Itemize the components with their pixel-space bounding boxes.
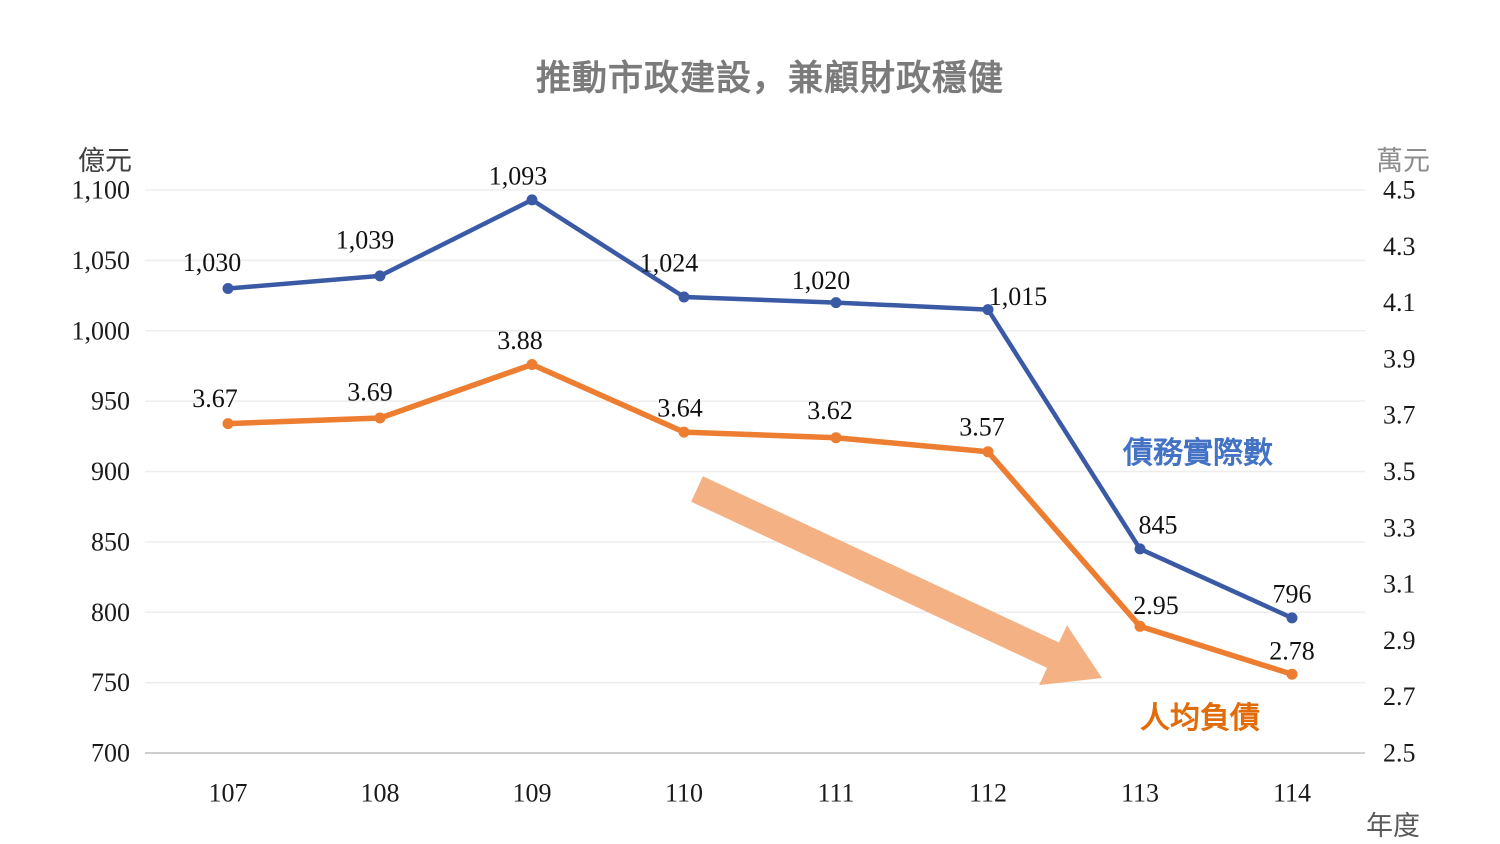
- trend-arrow: [691, 476, 1102, 686]
- x-axis-tick-label: 113: [1121, 779, 1159, 808]
- per-capita-debt-data-label: 2.95: [1133, 591, 1179, 620]
- left-axis-tick-label: 700: [91, 739, 130, 768]
- right-axis-tick-label: 4.5: [1383, 176, 1416, 205]
- per-capita-debt-data-label: 2.78: [1269, 637, 1315, 666]
- per-capita-debt-line: [225, 361, 1295, 677]
- right-axis-tick-label: 2.5: [1383, 739, 1416, 768]
- right-axis-unit-label: 萬元: [1376, 146, 1430, 176]
- right-axis-tick-label: 3.9: [1383, 344, 1416, 373]
- debt-point: [1286, 612, 1298, 624]
- series-label-per-capita-debt: 人均負債: [1140, 702, 1260, 735]
- x-axis-unit-label: 年度: [1366, 811, 1420, 841]
- x-axis-tick-label: 110: [665, 779, 703, 808]
- per-capita-debt-point: [1286, 668, 1298, 680]
- right-axis-tick-label: 4.3: [1383, 232, 1416, 261]
- x-axis-tick-label: 112: [969, 779, 1007, 808]
- per-capita-debt-point: [678, 426, 690, 438]
- debt-point: [526, 194, 538, 206]
- left-axis-tick-label: 900: [91, 457, 130, 486]
- x-axis-tick-label: 107: [209, 779, 248, 808]
- debt-data-label: 1,015: [989, 282, 1048, 311]
- per-capita-debt-point: [374, 412, 386, 424]
- debt-data-label: 1,020: [792, 266, 851, 295]
- per-capita-debt-data-label: 3.69: [347, 378, 393, 407]
- per-capita-debt-point: [526, 359, 538, 370]
- debt-data-label: 1,039: [336, 225, 395, 254]
- right-axis-tick-label: 3.3: [1383, 513, 1416, 542]
- series-label-debt: 債務實際數: [1123, 437, 1273, 470]
- per-capita-debt-point: [1134, 620, 1146, 632]
- left-axis-tick-label: 950: [91, 387, 130, 416]
- per-capita-debt-data-label: 3.64: [657, 394, 703, 423]
- per-capita-debt-point: [830, 432, 842, 444]
- x-axis-tick-label: 109: [513, 779, 552, 808]
- per-capita-debt-data-label: 3.62: [807, 396, 853, 425]
- left-axis-tick-label: 1,100: [72, 176, 131, 205]
- per-capita-debt-point: [982, 446, 994, 458]
- left-axis-tick-label: 1,000: [72, 316, 131, 345]
- debt-data-label: 796: [1273, 579, 1312, 608]
- right-axis-tick-label: 2.9: [1383, 626, 1416, 655]
- right-axis-tick-label: 3.5: [1383, 457, 1416, 486]
- debt-data-label: 1,093: [489, 161, 548, 190]
- left-axis-tick-label: 850: [91, 527, 130, 556]
- x-axis-tick-label: 108: [361, 779, 400, 808]
- debt-point: [830, 297, 842, 309]
- debt-data-label: 1,030: [183, 248, 242, 277]
- chart-title: 推動市政建設，兼顧財政穩健: [535, 59, 1004, 98]
- left-axis-unit-label: 億元: [78, 146, 132, 176]
- left-axis-tick-label: 750: [91, 668, 130, 697]
- right-axis-tick-label: 3.7: [1383, 401, 1416, 430]
- debt-point: [222, 283, 234, 294]
- per-capita-debt-data-label: 3.67: [192, 384, 238, 413]
- right-axis-tick-label: 4.1: [1383, 288, 1416, 317]
- debt-data-label: 1,024: [640, 249, 699, 278]
- debt-point: [982, 304, 994, 316]
- debt-data-label: 845: [1139, 510, 1178, 539]
- debt-point: [678, 291, 690, 303]
- debt-point: [1134, 543, 1146, 555]
- per-capita-debt-data-label: 3.88: [497, 326, 543, 355]
- x-axis-tick-label: 114: [1273, 779, 1311, 808]
- left-axis-tick-label: 1,050: [72, 246, 131, 275]
- per-capita-debt-point: [222, 418, 234, 430]
- x-axis-tick-label: 111: [817, 779, 854, 808]
- debt-line: [225, 197, 1295, 621]
- right-axis-tick-label: 2.7: [1383, 682, 1416, 711]
- right-axis-tick-label: 3.1: [1383, 570, 1416, 599]
- per-capita-debt-data-label: 3.57: [959, 412, 1005, 441]
- debt-point: [374, 270, 386, 282]
- left-axis-tick-label: 800: [91, 598, 130, 627]
